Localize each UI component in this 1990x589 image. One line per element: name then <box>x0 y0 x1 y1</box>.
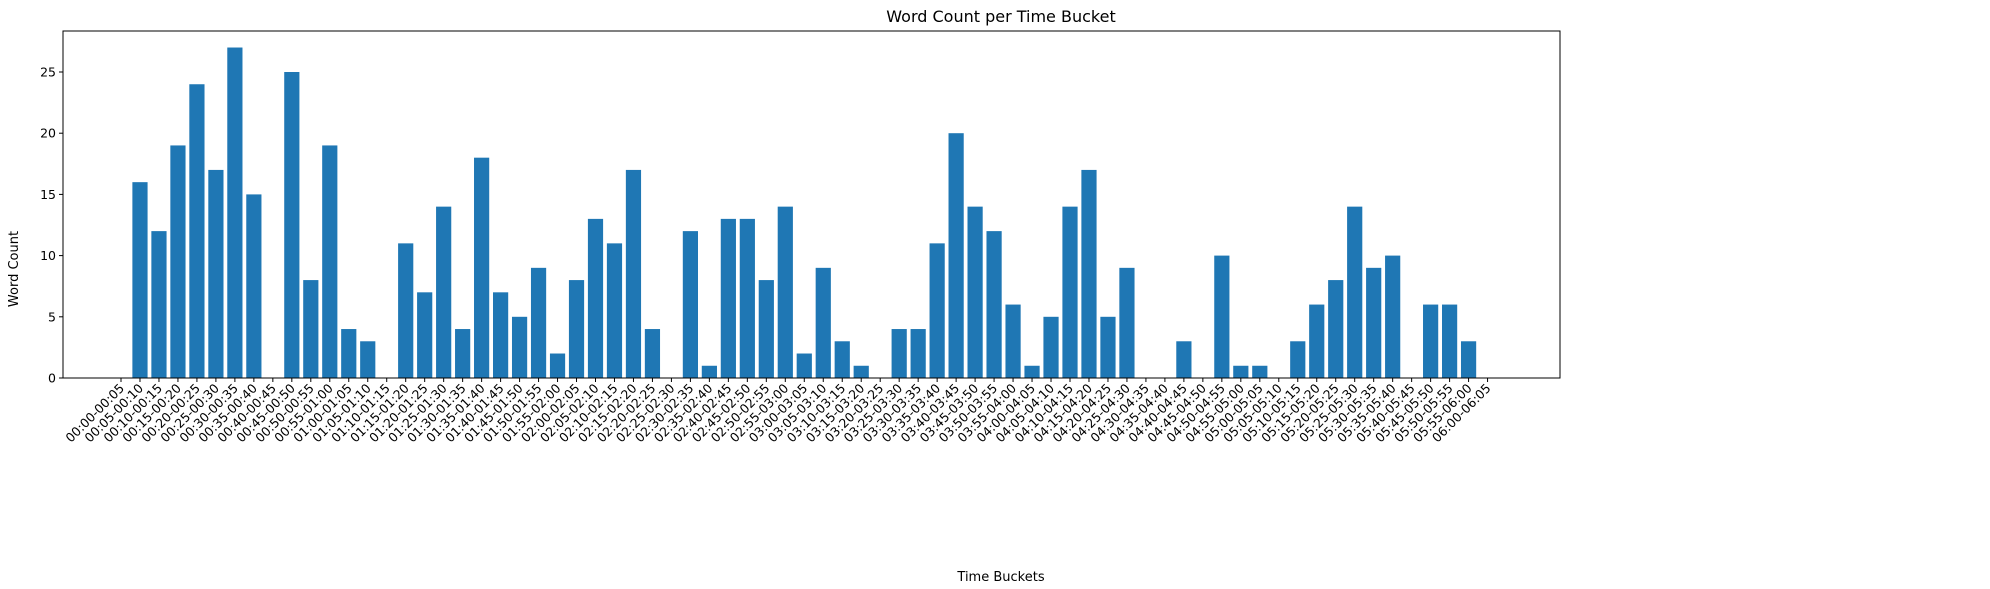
bar <box>568 280 585 378</box>
bar <box>1062 206 1078 378</box>
bar <box>227 47 243 379</box>
bar <box>1423 304 1439 378</box>
bar <box>739 218 755 378</box>
y-axis-label: Word Count <box>7 231 22 307</box>
bar <box>1252 365 1268 378</box>
bar <box>398 243 414 378</box>
bar <box>1024 365 1040 378</box>
bar <box>1100 316 1116 378</box>
bar <box>1347 206 1363 378</box>
bar <box>493 292 509 378</box>
bar <box>360 341 376 378</box>
bar <box>1309 304 1325 378</box>
bar <box>151 231 167 378</box>
bar <box>455 329 471 378</box>
bar <box>1005 304 1021 378</box>
bars-group <box>132 47 1477 379</box>
bar <box>625 169 642 378</box>
y-tick-label: 0 <box>48 371 56 386</box>
bar <box>1442 304 1458 378</box>
bar <box>777 206 793 378</box>
bar <box>644 329 661 378</box>
bar <box>303 280 319 378</box>
y-tick-label: 20 <box>40 126 56 141</box>
bar <box>587 218 604 378</box>
y-tick-label: 10 <box>40 248 56 263</box>
x-axis-ticks: 00:00-00:0500:05-00:1000:10-00:1500:15-0… <box>62 378 1494 445</box>
bar <box>1385 255 1401 378</box>
bar <box>1290 341 1306 378</box>
bar <box>246 194 262 378</box>
bar <box>1328 280 1344 378</box>
bar <box>1460 341 1477 378</box>
plot-area-frame <box>62 30 1561 379</box>
bar <box>1176 341 1192 378</box>
bar <box>815 267 831 378</box>
bar <box>853 365 869 378</box>
bar <box>986 231 1002 378</box>
bar <box>948 133 964 378</box>
bar <box>720 218 736 378</box>
bar <box>796 353 812 378</box>
bar <box>606 243 623 378</box>
bar <box>189 84 205 379</box>
bar <box>967 206 983 378</box>
bar <box>834 341 850 378</box>
bar <box>208 169 224 378</box>
bar <box>891 329 907 378</box>
bar <box>511 316 528 378</box>
bar <box>530 267 547 378</box>
bar <box>474 157 490 378</box>
bar <box>170 145 186 378</box>
bar <box>1119 267 1135 378</box>
bar <box>1366 267 1382 378</box>
y-axis-ticks: 0 5 10 15 20 25 <box>40 65 63 386</box>
bar <box>910 329 926 378</box>
chart-title: Word Count per Time Bucket <box>886 7 1115 26</box>
bar <box>417 292 433 378</box>
y-tick-label: 15 <box>40 187 56 202</box>
bar <box>758 280 774 378</box>
y-tick-label: 5 <box>48 309 56 324</box>
y-tick-label: 25 <box>40 65 56 80</box>
bar <box>929 243 945 378</box>
bar <box>436 206 452 378</box>
bar <box>1233 365 1249 378</box>
bar <box>682 231 698 378</box>
bar <box>322 145 338 378</box>
bar <box>1043 316 1059 378</box>
bar <box>1081 169 1097 378</box>
bar <box>549 353 566 378</box>
x-axis-label: Time Buckets <box>956 570 1044 585</box>
bar <box>341 329 357 378</box>
bar <box>701 365 717 378</box>
bar <box>284 72 300 378</box>
bar <box>132 182 148 378</box>
bar <box>1214 255 1230 378</box>
